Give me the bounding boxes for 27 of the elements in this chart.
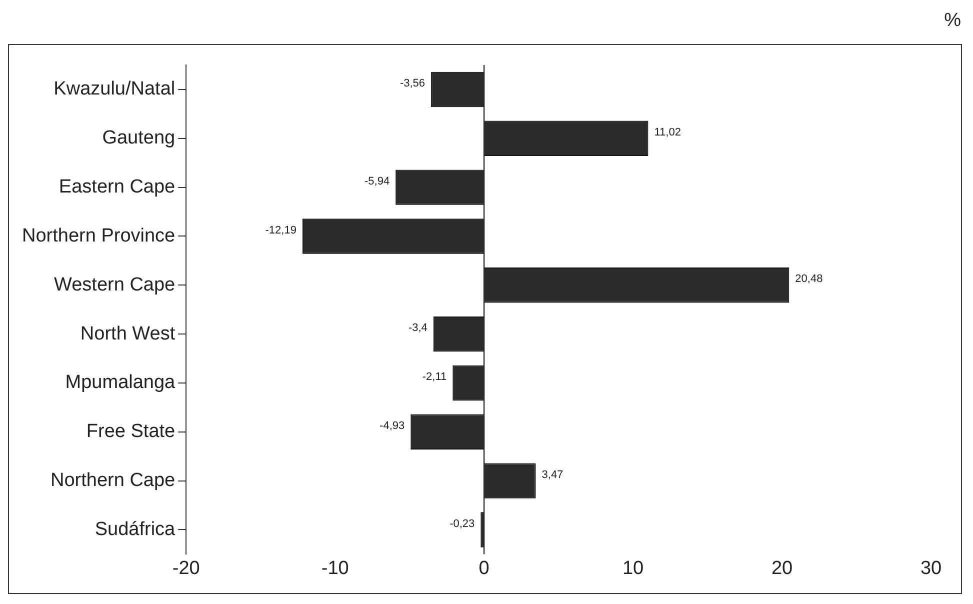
data-label: -12,19 — [265, 224, 296, 236]
y-tick-label: North West — [80, 323, 176, 344]
data-label: 20,48 — [795, 273, 823, 286]
x-tick-label: -20 — [172, 558, 200, 579]
text: % — [944, 10, 961, 32]
data-label: -2,11 — [422, 371, 447, 384]
x-tick-label: 10 — [622, 558, 644, 579]
x-tick-label: 20 — [771, 558, 793, 579]
data-label: -0,23 — [450, 518, 475, 530]
x-tick-label: 0 — [478, 558, 490, 579]
data-label: -3,56 — [400, 77, 426, 90]
y-tick-label: Mpumalanga — [65, 372, 176, 394]
y-tick-label: Free State — [86, 421, 176, 442]
y-tick-label: Kwazulu/Natal — [54, 78, 176, 100]
y-tick-label: Northern Province — [22, 225, 176, 246]
data-label: -4,93 — [380, 420, 405, 432]
data-label: 3,47 — [542, 468, 564, 481]
y-tick-label: Eastern Cape — [58, 176, 176, 198]
data-label: 11,02 — [654, 126, 681, 138]
data-label: -3,4 — [408, 322, 428, 334]
x-tick-label: 30 — [920, 558, 942, 579]
y-tick-label: Sudáfrica — [94, 518, 176, 540]
data-label: -5,94 — [364, 175, 390, 188]
x-tick-label: -10 — [321, 558, 349, 579]
y-tick-label: Northern Cape — [50, 470, 176, 492]
y-tick-label: Gauteng — [102, 128, 176, 149]
y-tick-label: Western Cape — [54, 274, 176, 296]
